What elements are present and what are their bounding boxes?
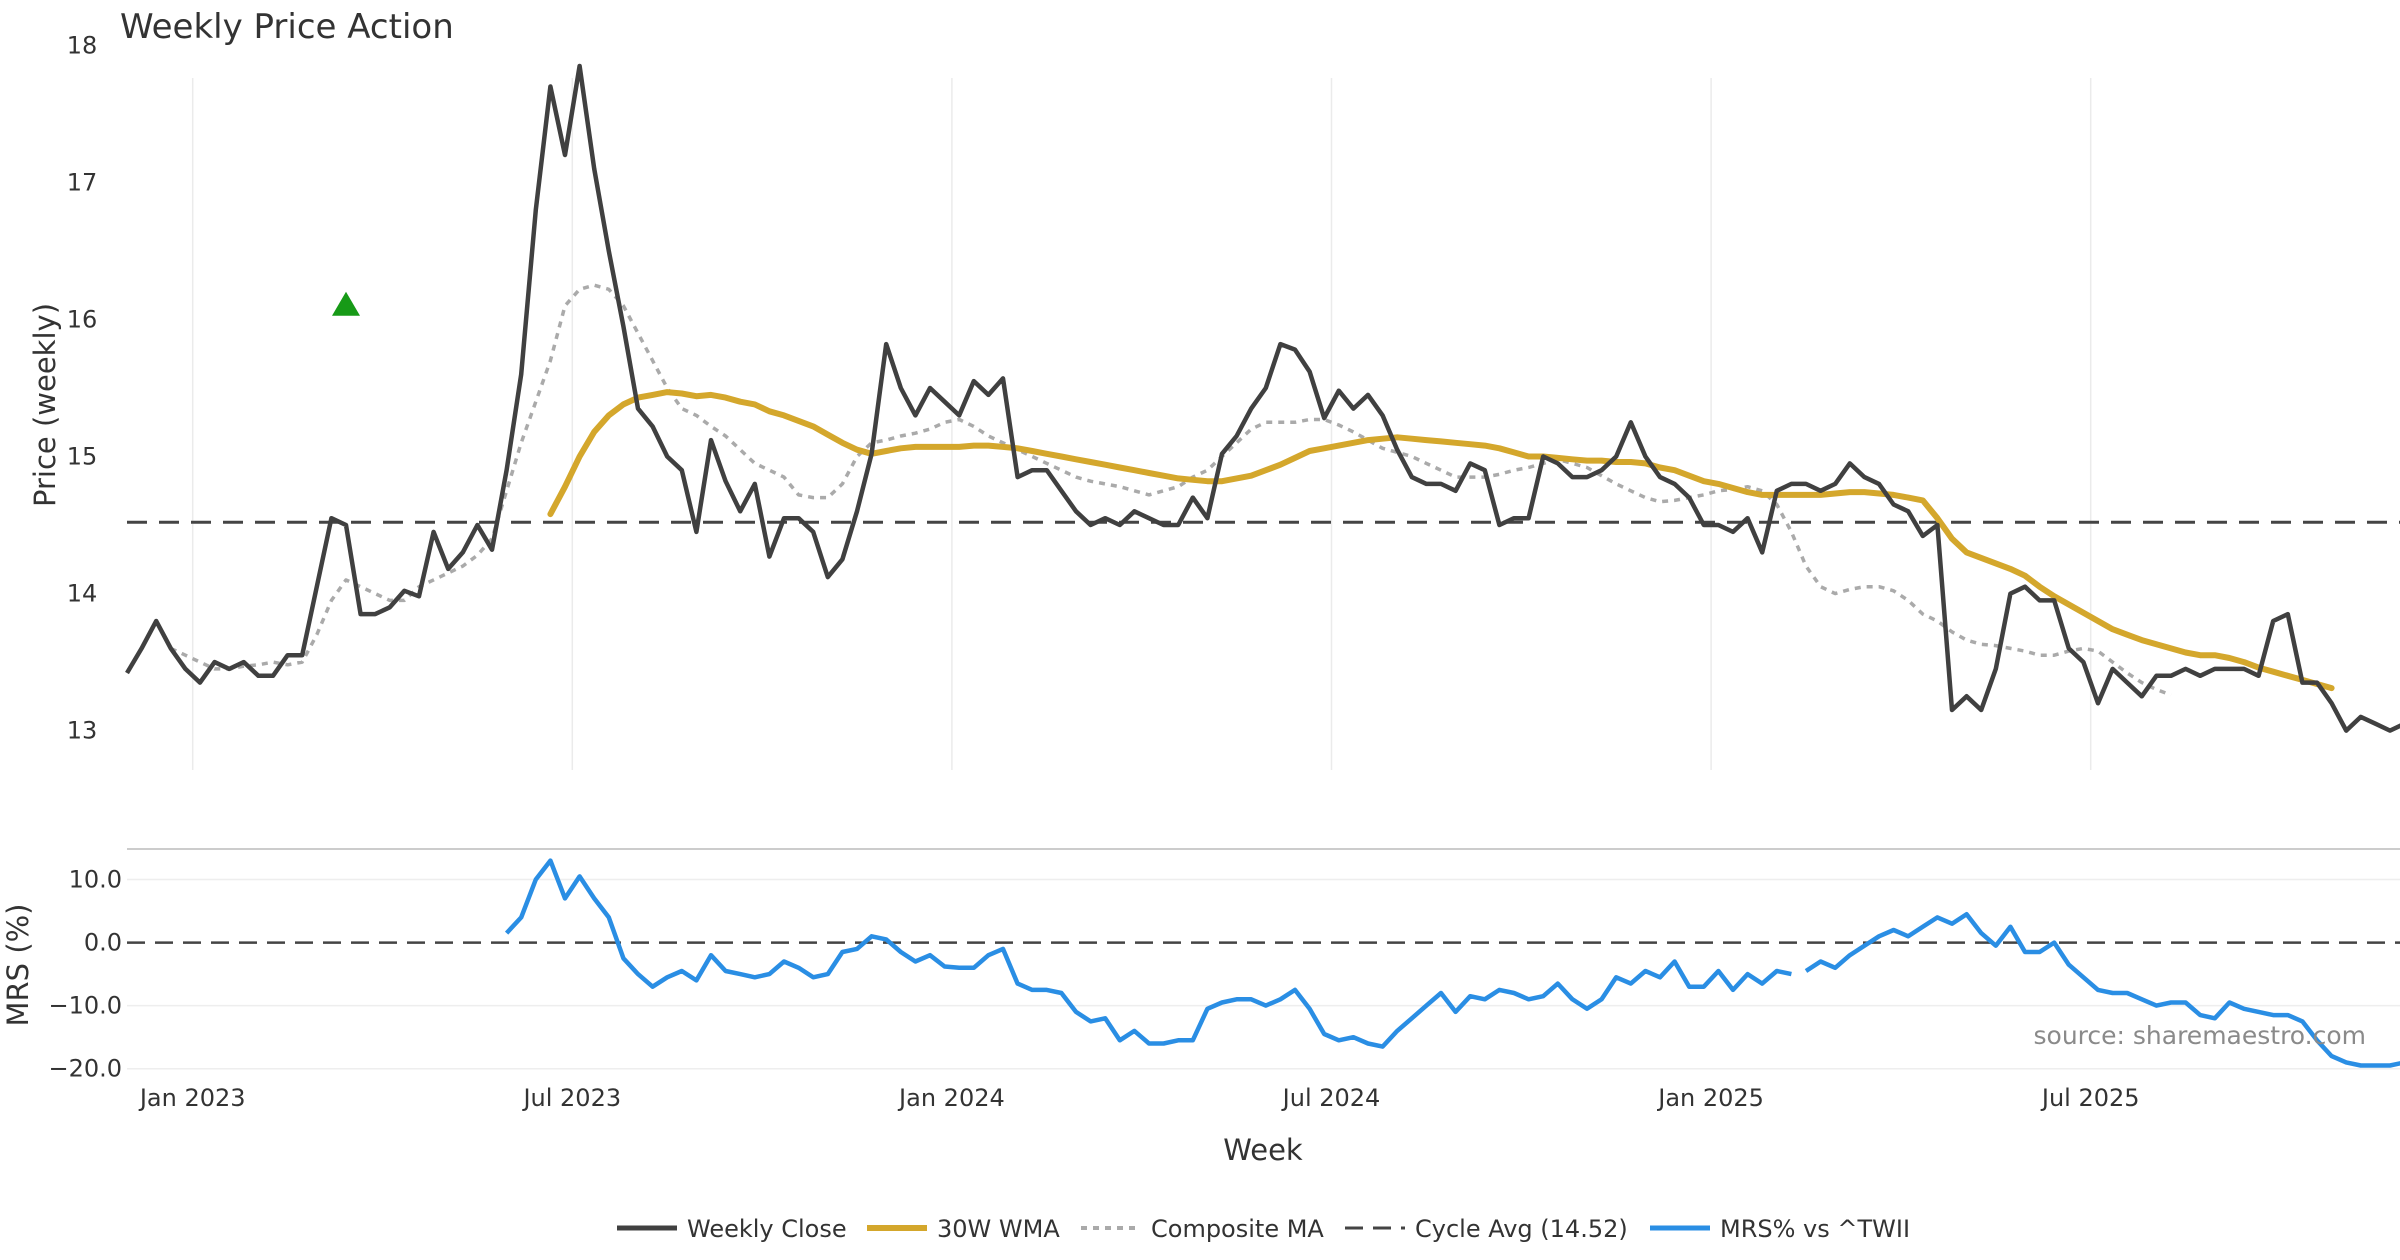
mrs-y-ticks: 10.0 0.0 −10.0 −20.0: [48, 866, 122, 1083]
x-tick-0: Jan 2023: [138, 1084, 246, 1112]
weekly-close-line: [125, 63, 2400, 733]
mrs-y-tick-0: 10.0: [69, 866, 122, 894]
price-series-lines: [125, 63, 2400, 733]
x-tick-5: Jul 2025: [2040, 1084, 2140, 1112]
mrs-y-tick-3: −20.0: [48, 1055, 122, 1083]
x-tick-1: Jul 2023: [521, 1084, 621, 1112]
source-note: source: sharemaestro.com: [2034, 1021, 2367, 1050]
price-y-tick-15: 15: [67, 443, 98, 471]
price-y-ticks: 13 14 15 16 17 18: [67, 31, 98, 744]
legend-cycle-avg-label: Cycle Avg (14.52): [1415, 1215, 1628, 1243]
x-axis-label: Week: [1223, 1133, 1303, 1167]
legend-30w-wma-label: 30W WMA: [937, 1215, 1060, 1243]
legend-mrs-label: MRS% vs ^TWII: [1720, 1215, 1910, 1243]
chart-title: Weekly Price Action: [120, 7, 454, 47]
x-tick-3: Jul 2024: [1281, 1084, 1381, 1112]
price-panel-gridlines: [191, 78, 2092, 770]
price-y-tick-18: 18: [67, 31, 98, 59]
buy-signal-marker: [332, 291, 360, 316]
price-y-axis-label: Price (weekly): [28, 303, 62, 507]
mrs-line-segment-1: [1804, 911, 2400, 1068]
mrs-line-segment-0: [504, 858, 1792, 1049]
wma-30w-line: [547, 389, 2335, 692]
legend-composite-ma-label: Composite MA: [1151, 1215, 1324, 1243]
mrs-y-tick-1: 0.0: [84, 929, 122, 957]
legend: Weekly Close 30W WMA Composite MA Cycle …: [617, 1215, 1910, 1243]
mrs-y-tick-2: −10.0: [48, 992, 122, 1020]
mrs-y-axis-label: MRS (%): [1, 904, 35, 1027]
legend-weekly-close-label: Weekly Close: [687, 1215, 847, 1243]
x-tick-2: Jan 2024: [897, 1084, 1005, 1112]
price-y-tick-16: 16: [67, 305, 98, 333]
x-tick-4: Jan 2025: [1656, 1084, 1764, 1112]
price-y-tick-14: 14: [67, 580, 98, 608]
price-y-tick-13: 13: [67, 717, 98, 745]
composite-ma-line: [170, 283, 2172, 697]
x-ticks: Jan 2023 Jul 2023 Jan 2024 Jul 2024 Jan 2025…: [138, 1084, 2140, 1112]
price-y-tick-17: 17: [67, 168, 98, 196]
mrs-series-lines: [504, 858, 2400, 1068]
